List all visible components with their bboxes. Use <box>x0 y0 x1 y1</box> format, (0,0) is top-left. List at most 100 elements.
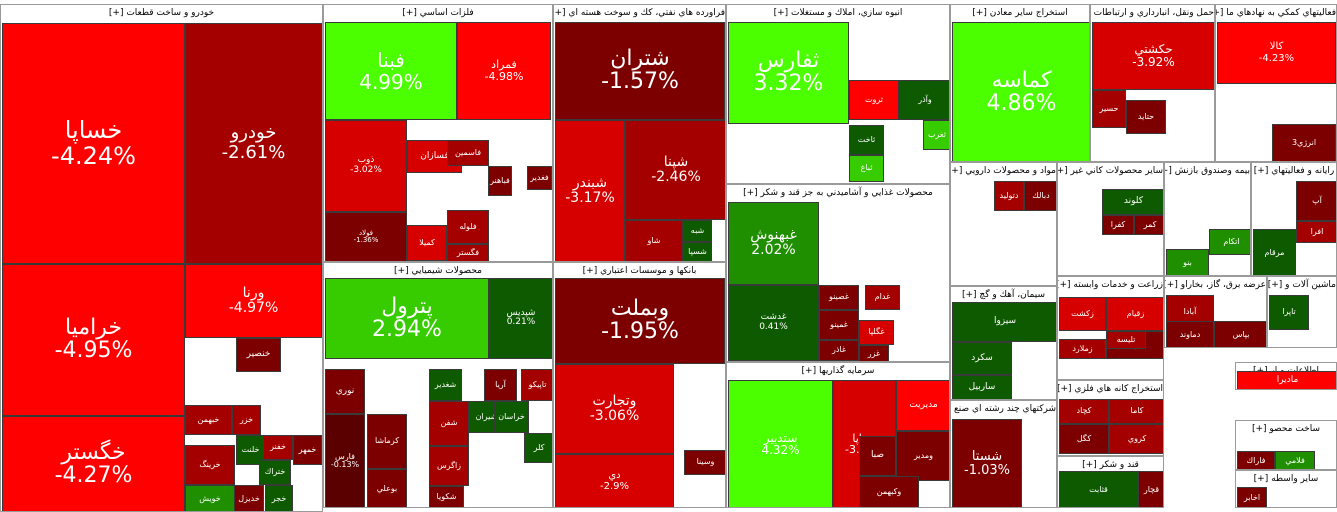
stock-tile[interactable]: خساپا -4.24% <box>2 23 185 264</box>
stock-tile[interactable]: خفنر <box>263 435 293 460</box>
stock-tile[interactable]: كماسه 4.86% <box>952 22 1089 161</box>
stock-tile[interactable]: فباهنر <box>488 166 512 196</box>
sector-title-expand-link[interactable]: استخراج ساير معادن [+] <box>951 5 1089 22</box>
stock-tile[interactable]: صبا <box>859 436 896 476</box>
stock-tile[interactable]: بنو <box>1166 249 1209 275</box>
stock-tile[interactable]: خديزل <box>234 485 264 511</box>
stock-tile[interactable]: وبملت -1.95% <box>555 278 725 364</box>
sector-title-expand-link[interactable]: فراورده هاي نفتي، كك و سوخت هسته اي [+] <box>554 5 725 22</box>
sector-title-expand-link[interactable]: بيمه وصندوق بازنش [+] <box>1165 163 1250 180</box>
stock-tile[interactable]: فاسمين <box>447 140 489 166</box>
stock-tile[interactable]: خمهر <box>293 435 322 465</box>
stock-tile[interactable]: كلوند <box>1102 189 1163 215</box>
stock-tile[interactable]: خزر <box>232 405 261 435</box>
stock-tile[interactable]: كروي <box>1109 424 1163 454</box>
stock-tile[interactable]: شپديس 0.21% <box>489 278 552 359</box>
stock-tile[interactable]: كاما <box>1109 399 1163 424</box>
stock-tile[interactable]: نوري <box>325 369 365 414</box>
stock-tile[interactable]: ثباغ <box>849 155 884 182</box>
stock-tile[interactable]: شسپا <box>683 242 712 261</box>
stock-tile[interactable]: حكشتي -3.92% <box>1092 22 1214 90</box>
stock-tile[interactable]: شبه <box>683 220 712 242</box>
stock-tile[interactable]: اتكام <box>1209 229 1250 255</box>
stock-tile[interactable]: وآذر <box>899 80 949 120</box>
stock-tile[interactable]: ثاخت <box>849 125 884 155</box>
stock-tile[interactable]: كميلا <box>407 225 447 261</box>
stock-tile[interactable]: ثروت <box>849 80 899 120</box>
stock-tile[interactable]: افرا <box>1296 221 1336 243</box>
stock-tile[interactable]: شاو <box>625 220 683 261</box>
sector-title-expand-link[interactable]: رايانه و فعاليتهاي [+] <box>1252 163 1336 180</box>
stock-tile[interactable]: شبندر -3.17% <box>555 120 625 261</box>
stock-tile[interactable]: فارس -0.13% <box>325 414 365 507</box>
stock-tile[interactable]: انرژي3 <box>1272 124 1336 161</box>
stock-tile[interactable]: زملارد <box>1059 339 1106 359</box>
stock-tile[interactable]: خراسان <box>494 401 529 433</box>
stock-tile[interactable]: ختراك <box>259 460 291 485</box>
stock-tile[interactable]: كلر <box>524 433 552 463</box>
stock-tile[interactable]: فگستر <box>447 244 489 261</box>
stock-tile[interactable]: خرينگ <box>185 445 235 485</box>
stock-tile[interactable]: خنصير <box>236 338 281 372</box>
stock-tile[interactable]: شغدير <box>429 369 462 401</box>
stock-tile[interactable]: مديريت <box>896 380 949 431</box>
stock-tile[interactable]: مرقام <box>1253 229 1296 275</box>
stock-tile[interactable]: كالا -4.23% <box>1217 22 1336 84</box>
stock-tile[interactable]: حسير <box>1092 90 1126 128</box>
stock-tile[interactable]: خودرو -2.61% <box>185 23 322 264</box>
stock-tile[interactable]: خبهمن <box>185 405 232 435</box>
stock-tile[interactable]: غمينو <box>819 310 859 340</box>
stock-tile[interactable]: حتايد <box>1126 100 1166 134</box>
stock-tile[interactable]: ومدير <box>896 431 949 481</box>
sector-title-expand-link[interactable]: محصولات شيميايي [+] <box>324 263 552 280</box>
stock-tile[interactable]: شتران -1.57% <box>555 22 725 120</box>
stock-tile[interactable]: شپنا -2.46% <box>625 120 725 220</box>
sector-title-expand-link[interactable]: سيمان، آهك و گچ [+] <box>951 287 1056 304</box>
stock-tile[interactable]: وسينا <box>684 450 725 475</box>
stock-tile[interactable]: دي -2.9% <box>555 454 674 507</box>
stock-tile[interactable]: تاپيكو <box>521 369 552 401</box>
stock-tile[interactable]: سكرد <box>952 342 1012 375</box>
sector-title-expand-link[interactable]: ساير واسطه [+] <box>1236 471 1336 488</box>
sector-title-expand-link[interactable]: زراعت و خدمات وابسته [+] <box>1058 277 1163 294</box>
stock-tile[interactable]: آپ <box>1296 181 1336 221</box>
stock-tile[interactable]: ساربيل <box>952 375 1012 399</box>
stock-tile[interactable]: غدام <box>865 285 900 310</box>
stock-tile[interactable]: ثفارس 3.32% <box>728 22 849 124</box>
stock-tile[interactable]: پترول 2.94% <box>325 278 489 359</box>
stock-tile[interactable]: كگل <box>1059 424 1109 454</box>
stock-tile[interactable]: خجر <box>265 485 293 511</box>
stock-tile[interactable]: كچاد <box>1059 399 1109 424</box>
stock-tile[interactable]: ستدبير 4.32% <box>728 380 833 507</box>
sector-title-expand-link[interactable]: حمل ونقل، انبارداري و ارتباطات [+] <box>1091 5 1214 22</box>
stock-tile[interactable]: خراميا -4.95% <box>2 264 185 416</box>
stock-tile[interactable]: قچار <box>1138 471 1163 507</box>
sector-title-expand-link[interactable]: فلزات اساسي [+] <box>324 5 552 22</box>
stock-tile[interactable]: ثغرب <box>923 120 949 150</box>
sector-title-expand-link[interactable]: شركتهاي چند رشته اي صنع [+] <box>951 401 1056 418</box>
stock-tile[interactable]: فغدير <box>527 166 552 190</box>
stock-tile[interactable]: غزر <box>859 345 889 361</box>
stock-tile[interactable]: تاپرا <box>1269 295 1309 330</box>
sector-title-expand-link[interactable]: ساير محصولات كاني غير [+] <box>1058 163 1163 180</box>
sector-title-expand-link[interactable]: استخراج كانه هاي فلزي [+] <box>1058 381 1163 398</box>
sector-title-expand-link[interactable]: خودرو و ساخت قطعات [+] <box>1 5 322 22</box>
sector-title-expand-link[interactable]: مواد و محصولات دارويي [+] <box>951 163 1056 180</box>
stock-tile[interactable]: زكشت <box>1059 297 1106 331</box>
stock-tile[interactable]: كرماشا <box>367 414 407 469</box>
stock-tile[interactable]: فلوله <box>447 210 489 244</box>
sector-title-expand-link[interactable]: سرمايه گذاريها [+] <box>727 363 949 380</box>
stock-tile[interactable]: آريا <box>484 369 517 401</box>
stock-tile[interactable]: شكويا <box>429 486 464 507</box>
stock-tile[interactable]: ورنا -4.97% <box>185 264 322 338</box>
stock-tile[interactable]: فلامي <box>1275 451 1315 469</box>
stock-tile[interactable]: ذوب -3.02% <box>325 120 407 212</box>
stock-tile[interactable]: فاراك <box>1237 451 1275 469</box>
stock-tile[interactable]: وتجارت -3.06% <box>555 364 674 454</box>
stock-tile[interactable]: غدشت 0.41% <box>728 285 819 361</box>
stock-tile[interactable]: خگستر -4.27% <box>2 416 185 511</box>
stock-tile[interactable]: اخابر <box>1237 487 1267 507</box>
stock-tile[interactable]: سيزوا <box>952 302 1056 342</box>
stock-tile[interactable]: زقيام <box>1106 297 1163 331</box>
stock-tile[interactable]: زاگرس <box>429 446 469 486</box>
